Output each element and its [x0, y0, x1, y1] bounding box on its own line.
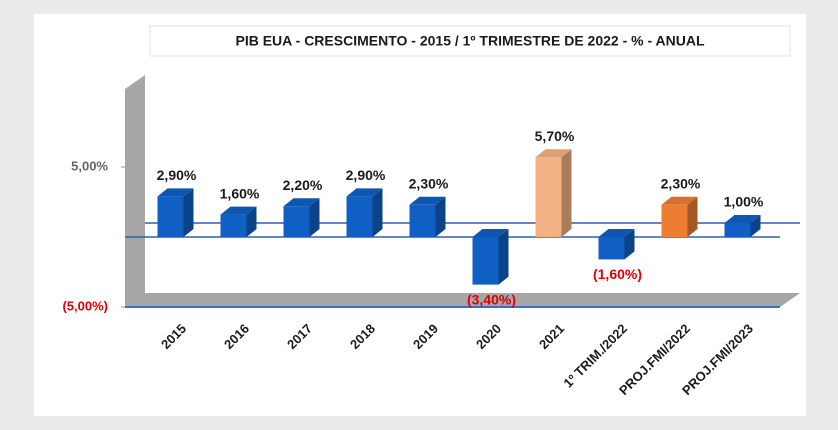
value-label: 2,90%	[346, 167, 386, 183]
bar-top	[598, 229, 635, 237]
bar-side	[435, 196, 446, 237]
value-label: 1,60%	[220, 185, 260, 201]
bar-side	[687, 196, 698, 237]
bar	[220, 214, 247, 237]
chart-title: PIB EUA - CRESCIMENTO - 2015 / 1º TRIMES…	[235, 33, 704, 49]
value-label: 1,00%	[724, 194, 764, 210]
bar-top	[346, 188, 383, 197]
bar-side	[246, 206, 257, 237]
bar-side	[372, 188, 383, 237]
bar-top	[661, 196, 698, 205]
bar	[472, 237, 499, 285]
bar-top	[157, 188, 194, 197]
bar-side	[498, 229, 509, 285]
value-label: 2,90%	[157, 167, 197, 183]
bar-top	[220, 206, 257, 215]
bar	[661, 204, 688, 237]
title-box	[149, 25, 791, 57]
bar	[157, 196, 184, 237]
bar-top	[724, 215, 761, 223]
bar	[283, 206, 310, 237]
value-label: 2,20%	[283, 177, 323, 193]
value-label: 5,70%	[535, 128, 575, 144]
value-label: 2,30%	[661, 176, 701, 192]
bar-side	[561, 149, 572, 237]
bar-side	[750, 215, 761, 237]
value-label: (3,40%)	[467, 291, 516, 307]
bar	[346, 196, 373, 237]
y-tick-label: (5,00%)	[62, 298, 108, 313]
bar	[409, 204, 436, 237]
bar	[724, 223, 751, 237]
value-label: (1,60%)	[593, 266, 642, 282]
side-wall	[125, 75, 145, 307]
value-label: 2,30%	[409, 176, 449, 192]
bar-top	[535, 149, 572, 158]
bar-top	[472, 229, 509, 237]
bar	[598, 237, 625, 260]
bar-top	[283, 198, 320, 207]
bar	[535, 157, 562, 237]
y-tick-label: 5,00%	[71, 158, 108, 173]
bar-side	[624, 229, 635, 260]
bar-top	[409, 196, 446, 205]
bar-side	[183, 188, 194, 237]
floor	[125, 293, 800, 307]
bar-side	[309, 198, 320, 237]
